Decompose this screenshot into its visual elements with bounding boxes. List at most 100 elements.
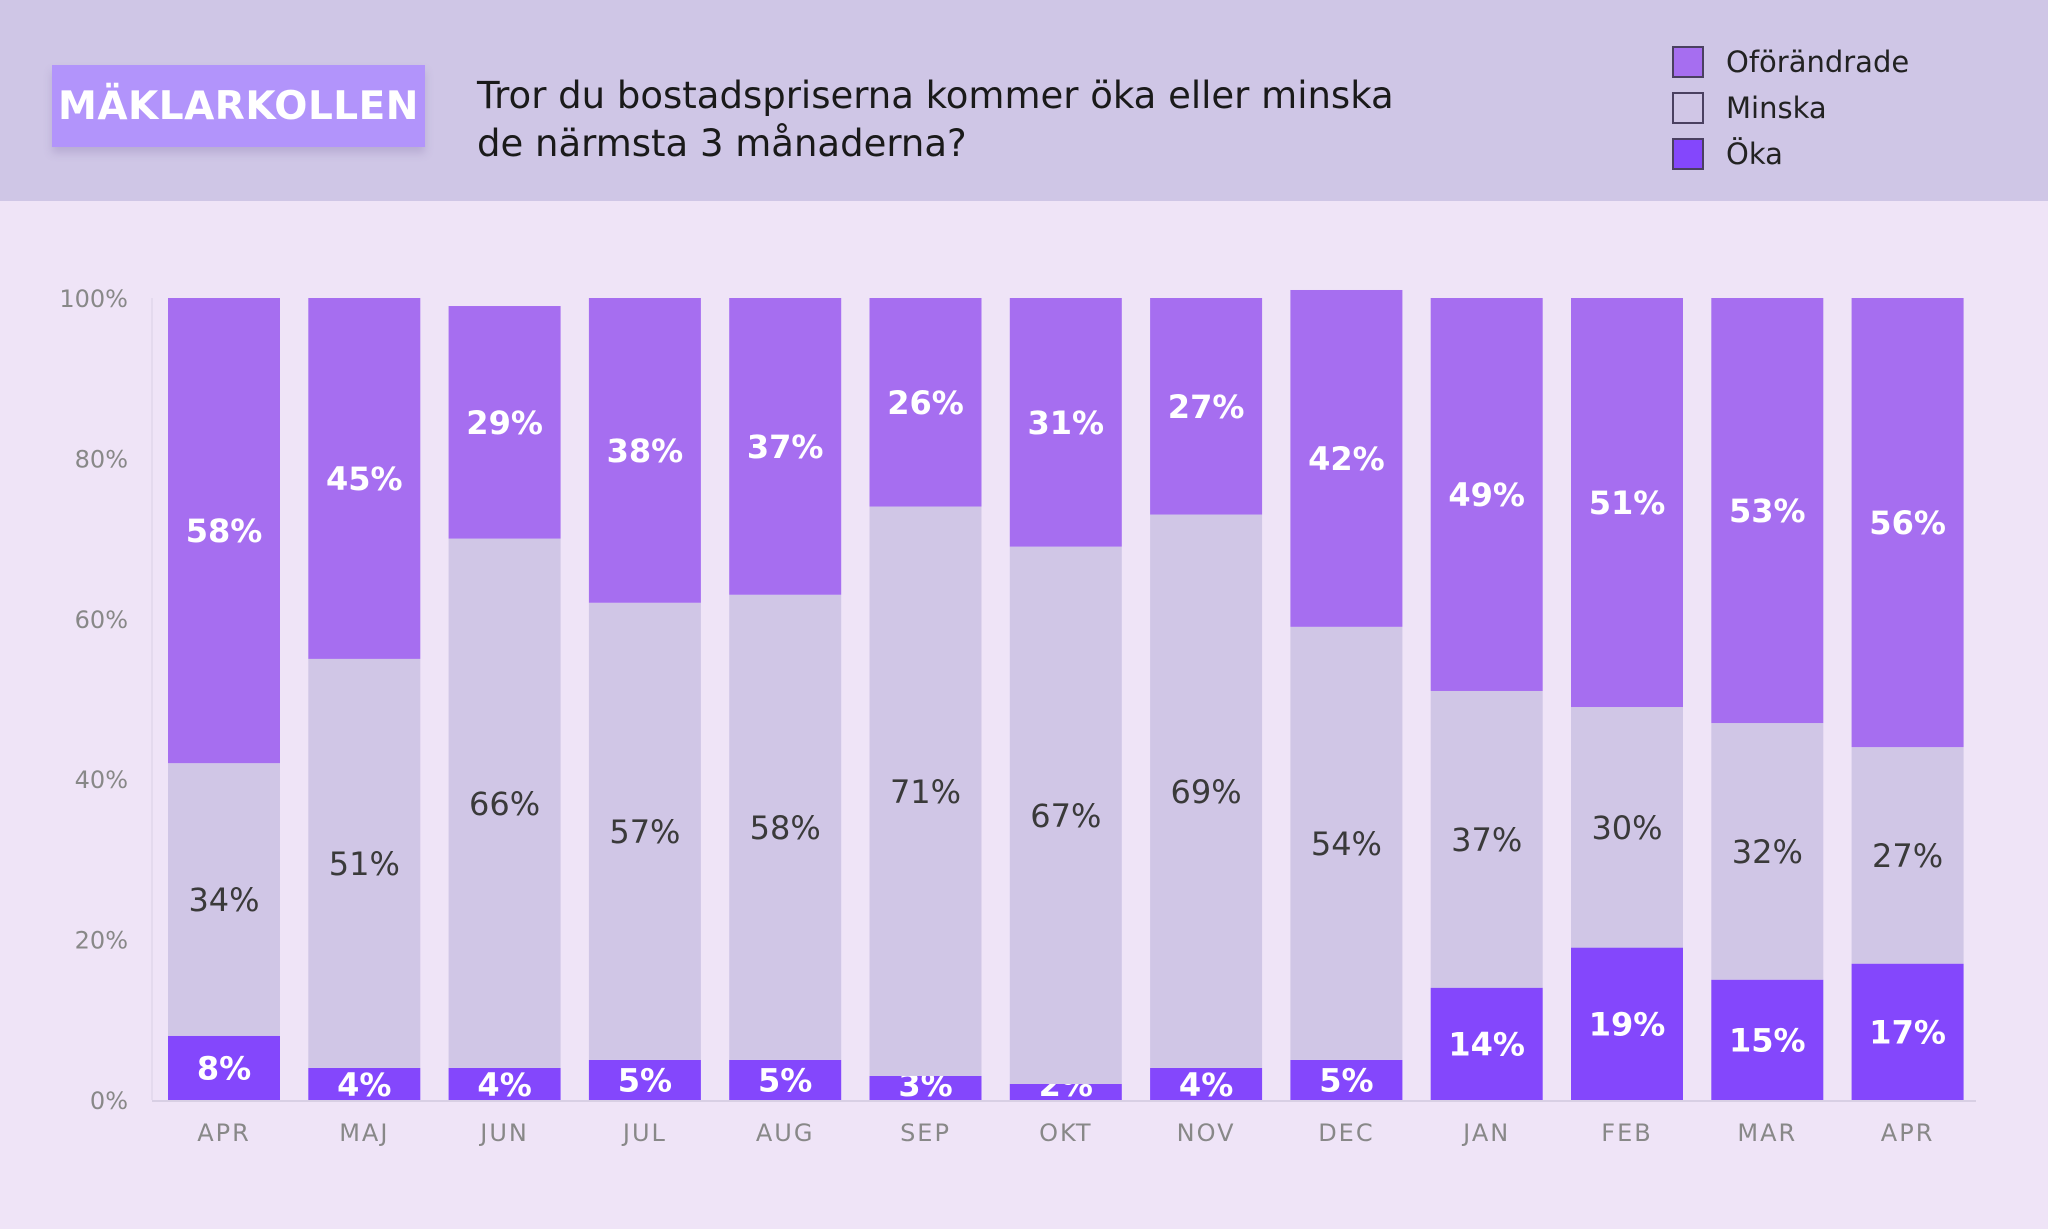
data-label: 56% xyxy=(1869,504,1946,542)
bar-segment-minska xyxy=(448,538,561,1068)
data-label: 19% xyxy=(1589,1005,1666,1043)
bar-segment-öka xyxy=(1571,947,1683,1100)
x-tick-label: MAJ xyxy=(339,1119,389,1147)
data-label: 54% xyxy=(1311,825,1382,863)
data-label: 58% xyxy=(186,512,263,550)
legend-item-oforandrade: Oförändrade xyxy=(1672,45,1909,79)
y-tick-label: 0% xyxy=(90,1087,128,1115)
data-label: 57% xyxy=(609,813,680,851)
data-label: 4% xyxy=(1179,1066,1233,1104)
bar-segment-minska xyxy=(1571,707,1683,948)
x-tick-label: MAR xyxy=(1737,1119,1797,1147)
data-label: 45% xyxy=(326,460,403,498)
bar-segment-öka xyxy=(168,1035,280,1100)
bar-segment-minska xyxy=(308,658,421,1068)
legend-swatch-oforandrade xyxy=(1672,46,1704,78)
data-label: 27% xyxy=(1168,388,1245,426)
y-tick-label: 40% xyxy=(75,766,128,794)
bar-segment-oförändrade xyxy=(168,298,280,764)
y-tick-label: 20% xyxy=(75,927,128,955)
bar-segment-minska xyxy=(1009,546,1122,1084)
bar-segment-oförändrade xyxy=(448,306,561,539)
data-label: 58% xyxy=(750,809,821,847)
data-label: 29% xyxy=(466,404,543,442)
chart-title: Tror du bostadspriserna kommer öka eller… xyxy=(477,72,1477,168)
bar-segment-oförändrade xyxy=(1571,298,1683,708)
data-label: 49% xyxy=(1448,476,1525,514)
data-label: 15% xyxy=(1729,1021,1806,1059)
bar-segment-minska xyxy=(1150,514,1263,1068)
header: MÄKLARKOLLEN Tror du bostadspriserna kom… xyxy=(0,0,2048,201)
legend-label: Oförändrade xyxy=(1726,45,1910,79)
title-line-1: Tror du bostadspriserna kommer öka eller… xyxy=(477,74,1394,117)
data-label: 5% xyxy=(758,1061,812,1099)
data-label: 30% xyxy=(1591,809,1662,847)
bar-segment-minska xyxy=(869,506,982,1076)
data-label: 37% xyxy=(1451,821,1522,859)
bar-segment-oförändrade xyxy=(1009,298,1122,547)
data-label: 38% xyxy=(607,432,684,470)
y-tick-label: 80% xyxy=(75,445,128,473)
bar-segment-oförändrade xyxy=(1851,298,1964,748)
data-label: 37% xyxy=(747,428,824,466)
x-tick-label: APR xyxy=(197,1119,251,1147)
bar-segment-öka xyxy=(448,1067,561,1100)
data-label: 66% xyxy=(469,785,540,823)
x-tick-label: JUL xyxy=(621,1119,667,1147)
data-label: 31% xyxy=(1028,404,1105,442)
data-label: 67% xyxy=(1030,797,1101,835)
data-label: 51% xyxy=(1589,484,1666,522)
bar-segment-minska xyxy=(168,763,280,1036)
data-label: 27% xyxy=(1872,837,1943,875)
bar-segment-minska xyxy=(1290,626,1403,1060)
bar-segment-öka xyxy=(588,1059,701,1100)
data-label: 51% xyxy=(329,845,400,883)
x-tick-label: DEC xyxy=(1318,1119,1374,1147)
bar-segment-minska xyxy=(588,602,701,1060)
y-tick-label: 60% xyxy=(75,606,128,634)
legend-label: Öka xyxy=(1726,137,1783,171)
bar-segment-oförändrade xyxy=(1430,298,1543,691)
data-label: 4% xyxy=(477,1066,531,1104)
x-tick-label: SEP xyxy=(900,1119,951,1147)
x-tick-label: FEB xyxy=(1601,1119,1652,1147)
legend-label: Minska xyxy=(1726,91,1827,125)
logo: MÄKLARKOLLEN xyxy=(52,65,425,147)
bar-segment-oförändrade xyxy=(729,298,842,595)
data-label: 69% xyxy=(1171,773,1242,811)
bar-segment-öka xyxy=(729,1059,842,1100)
legend-item-minska: Minska xyxy=(1672,91,1827,125)
data-label: 5% xyxy=(618,1061,672,1099)
legend-item-oka: Öka xyxy=(1672,137,1783,171)
bar-segment-minska xyxy=(729,594,842,1060)
bar-segment-öka xyxy=(1851,963,1964,1100)
data-label: 5% xyxy=(1319,1061,1373,1099)
bar-segment-öka xyxy=(1150,1067,1263,1100)
x-tick-label: AUG xyxy=(756,1119,815,1147)
x-tick-label: APR xyxy=(1881,1119,1935,1147)
bar-segment-oförändrade xyxy=(1711,298,1824,724)
data-label: 53% xyxy=(1729,492,1806,530)
legend-swatch-minska xyxy=(1672,92,1704,124)
bar-segment-öka xyxy=(1711,979,1824,1100)
bar-segment-oförändrade xyxy=(869,298,982,507)
bar-segment-öka xyxy=(308,1067,421,1100)
legend-swatch-oka xyxy=(1672,138,1704,170)
bar-segment-oförändrade xyxy=(1150,298,1263,515)
data-label: 34% xyxy=(188,881,259,919)
bar-segment-minska xyxy=(1711,723,1824,980)
bar-segment-oförändrade xyxy=(588,298,701,603)
y-tick-label: 100% xyxy=(59,285,128,313)
data-label: 71% xyxy=(890,773,961,811)
data-label: 14% xyxy=(1448,1025,1525,1063)
data-label: 17% xyxy=(1869,1013,1946,1051)
bar-segment-minska xyxy=(1430,690,1543,988)
data-label: 26% xyxy=(887,384,964,422)
data-label: 32% xyxy=(1732,833,1803,871)
x-tick-label: NOV xyxy=(1177,1119,1236,1147)
title-line-2: de närmsta 3 månaderna? xyxy=(477,122,967,165)
data-label: 4% xyxy=(337,1066,391,1104)
data-label: 8% xyxy=(197,1049,251,1087)
bar-segment-oförändrade xyxy=(1290,289,1403,627)
